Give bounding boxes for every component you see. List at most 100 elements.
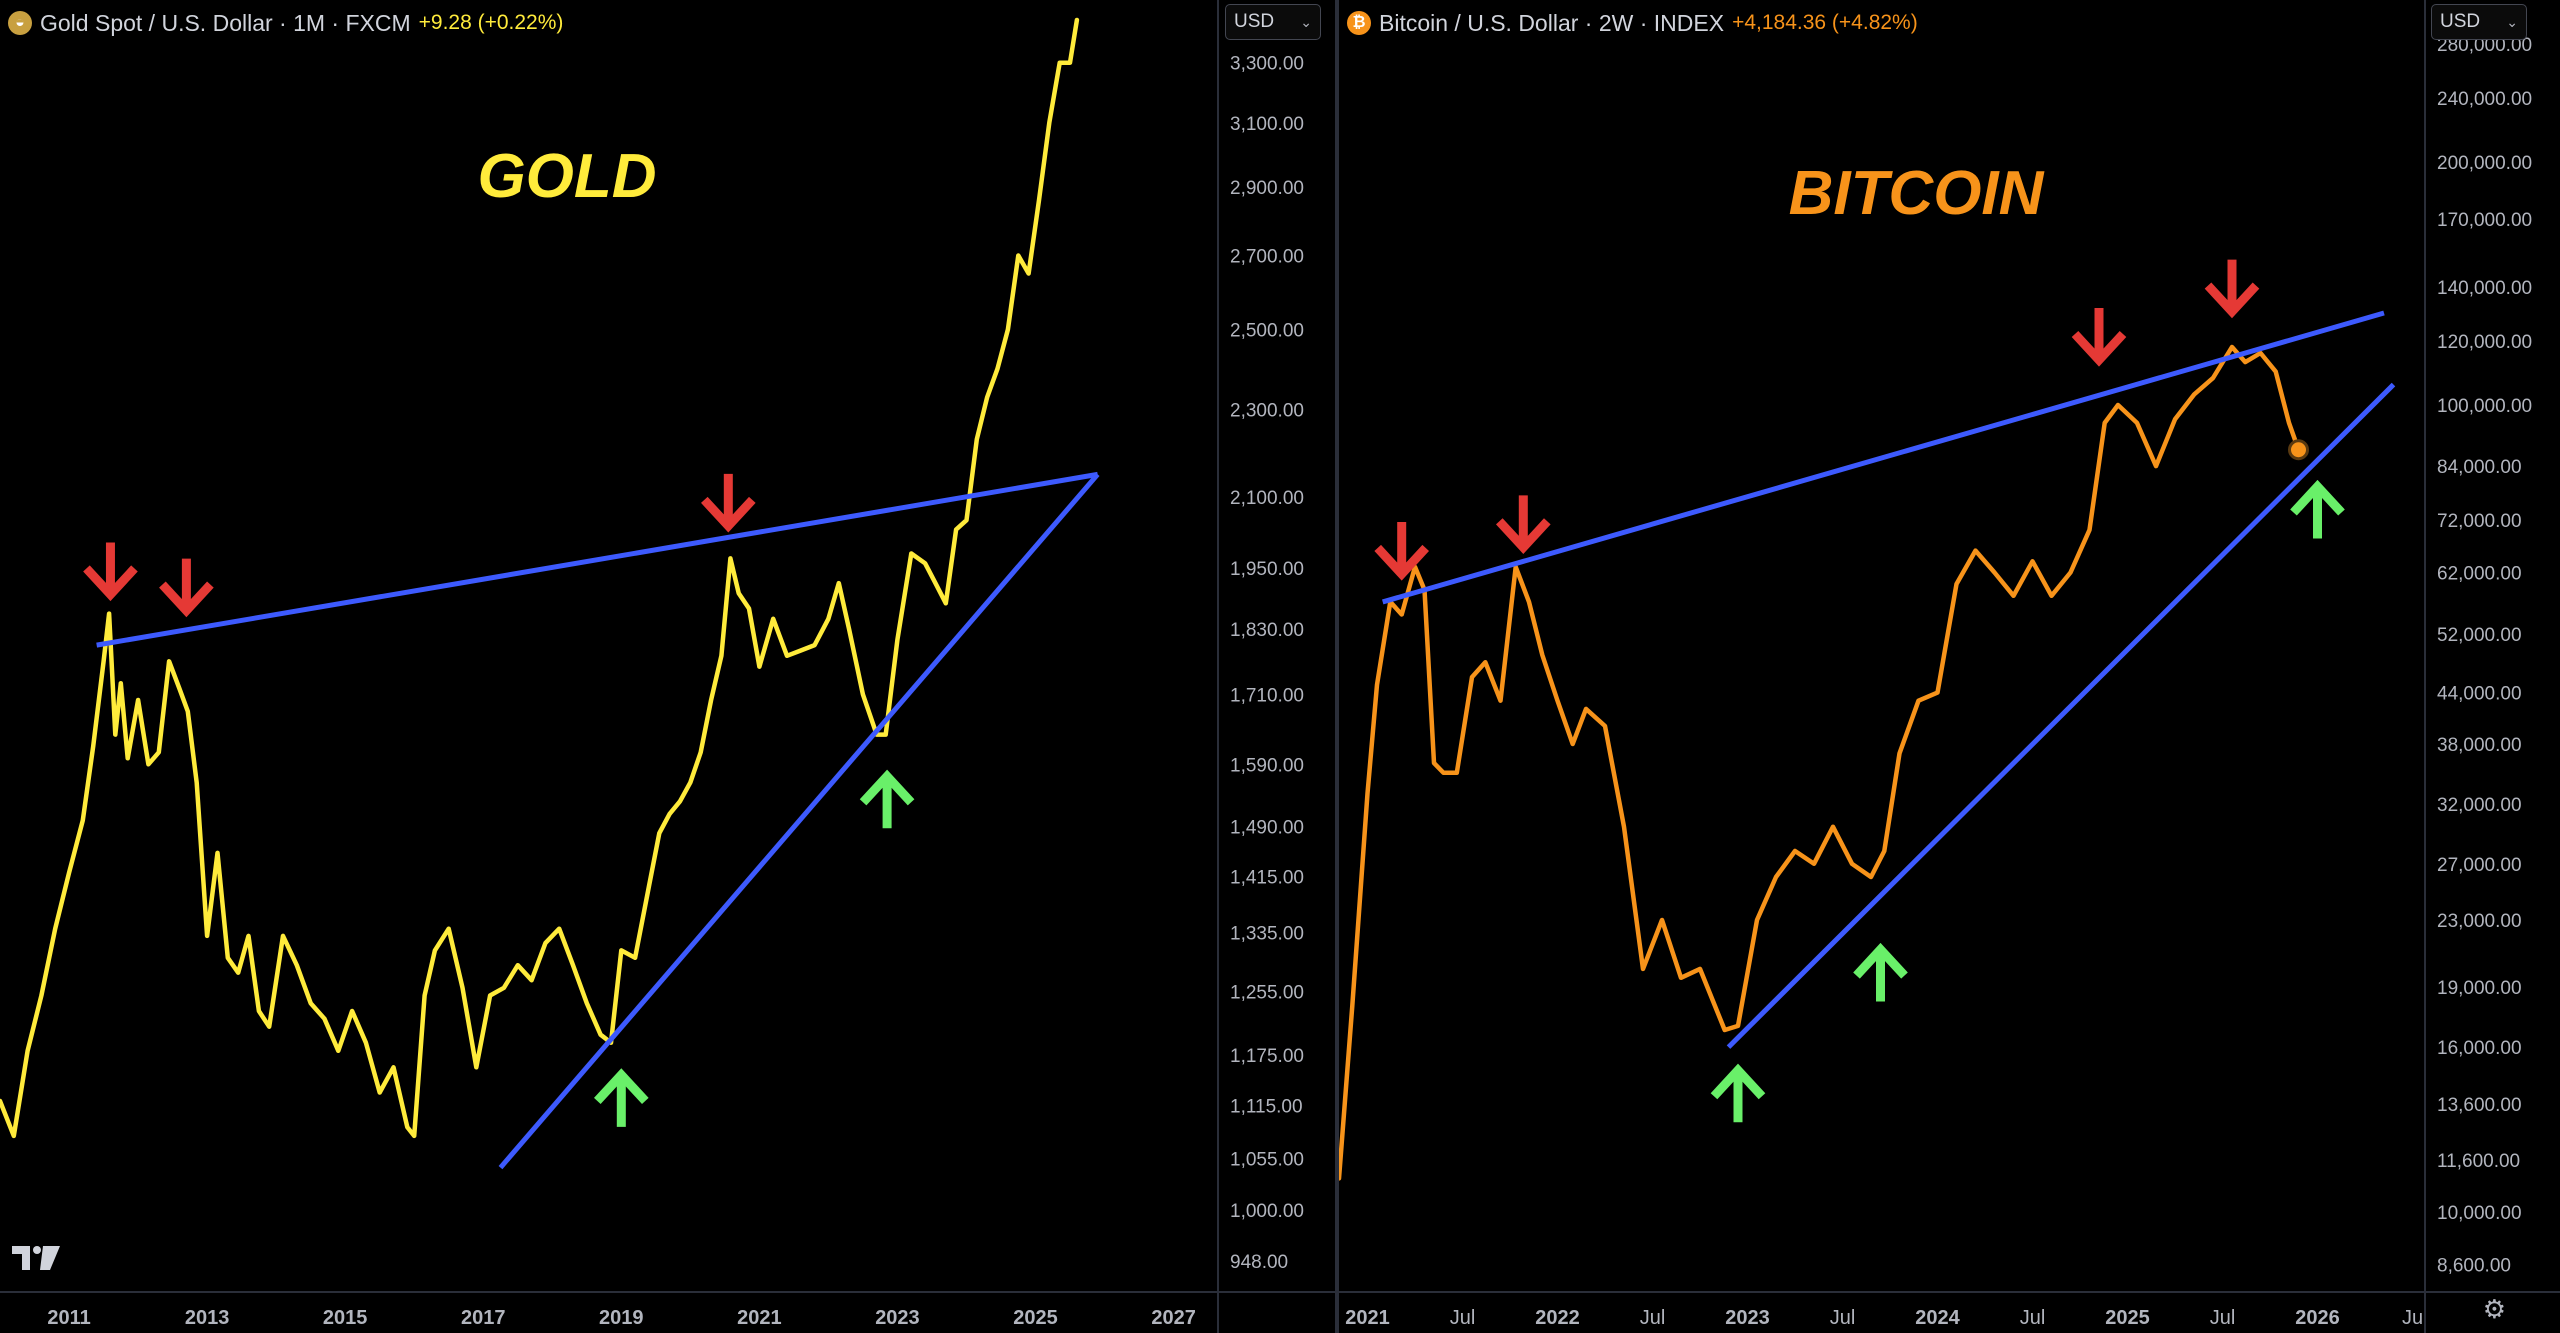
y-tick-label: 62,000.00 <box>2437 563 2522 584</box>
x-tick-label: 2027 <box>1151 1307 1196 1329</box>
x-tick-label: Jul <box>1830 1307 1856 1329</box>
gold-currency-label: USD <box>1234 11 1275 32</box>
y-tick-label: 38,000.00 <box>2437 735 2522 756</box>
x-tick-label: 2011 <box>47 1307 90 1329</box>
y-tick-label: 1,590.00 <box>1230 755 1304 776</box>
x-tick-label: Jul <box>2210 1307 2236 1329</box>
panel-divider[interactable] <box>1335 0 1339 1333</box>
y-tick-label: 140,000.00 <box>2437 278 2532 299</box>
x-tick-label: Ju <box>2402 1307 2423 1329</box>
x-tick-label: 2023 <box>1725 1307 1770 1329</box>
y-tick-label: 23,000.00 <box>2437 911 2522 932</box>
red-down-arrow-icon <box>2204 259 2260 319</box>
gold-symbol-label[interactable]: Gold Spot / U.S. Dollar · 1M · FXCM <box>40 9 411 36</box>
y-tick-label: 1,830.00 <box>1230 620 1304 641</box>
x-tick-label: Jul <box>1640 1307 1666 1329</box>
x-tick-label: Jul <box>2020 1307 2046 1329</box>
y-tick-label: 1,710.00 <box>1230 685 1304 706</box>
y-tick-label: 1,115.00 <box>1230 1096 1303 1117</box>
y-tick-label: 32,000.00 <box>2437 795 2522 816</box>
y-tick-label: 2,500.00 <box>1230 320 1304 341</box>
bitcoin-chart-svg[interactable]: 280,000.00 240,000.00 200,000.00 170,000.00… <box>1339 0 2560 1333</box>
gold-change-label: +9.28 (+0.22%) <box>418 11 564 34</box>
resistance-trendline <box>1382 310 2385 605</box>
gold-chart-svg[interactable]: 3,300.00 3,100.00 2,900.00 2,700.00 2,500.00… <box>0 0 1335 1333</box>
support-trendline <box>1726 382 2396 1049</box>
y-tick-label: 2,100.00 <box>1230 488 1304 509</box>
x-tick-label: 2022 <box>1535 1307 1580 1329</box>
green-up-arrow-icon <box>594 1068 649 1127</box>
chevron-down-icon: ⌄ <box>1300 13 1312 30</box>
y-tick-label: 240,000.00 <box>2437 89 2532 110</box>
y-tick-label: 11,600.00 <box>2437 1151 2520 1172</box>
x-tick-label: 2017 <box>461 1307 506 1329</box>
y-tick-label: 120,000.00 <box>2437 332 2532 353</box>
x-tick-label: 2019 <box>599 1307 644 1329</box>
y-tick-label: 84,000.00 <box>2437 457 2522 478</box>
x-tick-label: Jul <box>1450 1307 1476 1329</box>
red-down-arrow-icon <box>1495 495 1551 554</box>
gold-currency-select[interactable]: USD ⌄ <box>1225 4 1321 40</box>
x-tick-label: 2025 <box>2105 1307 2150 1329</box>
y-tick-label: 1,335.00 <box>1230 923 1304 944</box>
y-tick-label: 1,490.00 <box>1230 818 1304 839</box>
y-tick-label: 100,000.00 <box>2437 396 2532 417</box>
bitcoin-symbol-label[interactable]: Bitcoin / U.S. Dollar · 2W · INDEX <box>1379 9 1725 36</box>
bitcoin-currency-label: USD <box>2440 11 2481 32</box>
green-up-arrow-icon <box>1853 942 1908 1002</box>
y-tick-label: 44,000.00 <box>2437 684 2522 705</box>
x-tick-label: 2013 <box>185 1307 230 1329</box>
red-down-arrow-icon <box>1374 521 1430 581</box>
resistance-trendline <box>96 471 1099 648</box>
tradingview-logo-icon[interactable] <box>10 1240 62 1274</box>
bitcoin-symbol-icon: ₿ <box>1347 11 1371 35</box>
chevron-down-icon: ⌄ <box>2506 13 2518 30</box>
y-tick-label: 19,000.00 <box>2437 978 2522 999</box>
gold-chart-header: ◒ Gold Spot / U.S. Dollar · 1M · FXCM +9… <box>8 8 563 38</box>
y-tick-label: 1,415.00 <box>1230 867 1304 888</box>
chart-title-gold: GOLD <box>477 142 656 211</box>
y-tick-label: 280,000.00 <box>2437 35 2532 56</box>
x-tick-label: 2024 <box>1915 1307 1960 1329</box>
red-down-arrow-icon <box>2071 307 2127 367</box>
y-tick-label: 1,175.00 <box>1230 1046 1304 1067</box>
price-series-line <box>0 17 1080 1139</box>
y-tick-label: 13,600.00 <box>2437 1095 2522 1116</box>
x-tick-label: 2021 <box>1345 1307 1390 1329</box>
x-tick-label: 2023 <box>875 1307 920 1329</box>
y-tick-label: 10,000.00 <box>2437 1203 2522 1224</box>
bitcoin-chart-header: ₿ Bitcoin / U.S. Dollar · 2W · INDEX +4,… <box>1347 8 1918 38</box>
y-tick-label: 1,950.00 <box>1230 559 1304 580</box>
y-tick-label: 948.00 <box>1230 1252 1288 1273</box>
x-tick-label: 2015 <box>323 1307 368 1329</box>
y-tick-label: 3,100.00 <box>1230 114 1304 135</box>
y-tick-label: 1,255.00 <box>1230 983 1304 1004</box>
y-tick-label: 170,000.00 <box>2437 210 2532 231</box>
bitcoin-change-label: +4,184.36 (+4.82%) <box>1732 11 1918 34</box>
green-up-arrow-icon <box>1710 1063 1766 1123</box>
y-tick-label: 2,700.00 <box>1230 247 1304 268</box>
y-tick-label: 2,900.00 <box>1230 178 1304 199</box>
y-tick-label: 72,000.00 <box>2437 511 2522 532</box>
settings-gear-icon[interactable]: ⚙ <box>2482 1294 2506 1324</box>
gold-chart-panel[interactable]: 3,300.00 3,100.00 2,900.00 2,700.00 2,500.00… <box>0 0 1335 1333</box>
red-down-arrow-icon <box>159 558 214 618</box>
price-series-line <box>1339 344 2301 1181</box>
x-tick-label: 2026 <box>2295 1307 2340 1329</box>
chart-title-bitcoin: BITCOIN <box>1789 159 2045 228</box>
x-tick-label: 2025 <box>1013 1307 1058 1329</box>
red-down-arrow-icon <box>83 542 138 602</box>
bitcoin-currency-select[interactable]: USD ⌄ <box>2431 4 2527 40</box>
bitcoin-chart-panel[interactable]: 280,000.00 240,000.00 200,000.00 170,000.00… <box>1339 0 2560 1333</box>
y-tick-label: 3,300.00 <box>1230 54 1304 75</box>
y-tick-label: 2,300.00 <box>1230 401 1304 422</box>
y-tick-label: 27,000.00 <box>2437 855 2522 876</box>
x-tick-label: 2021 <box>737 1307 782 1329</box>
y-tick-label: 1,000.00 <box>1230 1201 1304 1222</box>
y-tick-label: 16,000.00 <box>2437 1038 2522 1059</box>
red-down-arrow-icon <box>701 473 756 533</box>
y-tick-label: 52,000.00 <box>2437 625 2522 646</box>
green-up-arrow-icon <box>859 769 915 829</box>
green-up-arrow-icon <box>2290 479 2345 539</box>
last-price-marker <box>2288 439 2309 461</box>
